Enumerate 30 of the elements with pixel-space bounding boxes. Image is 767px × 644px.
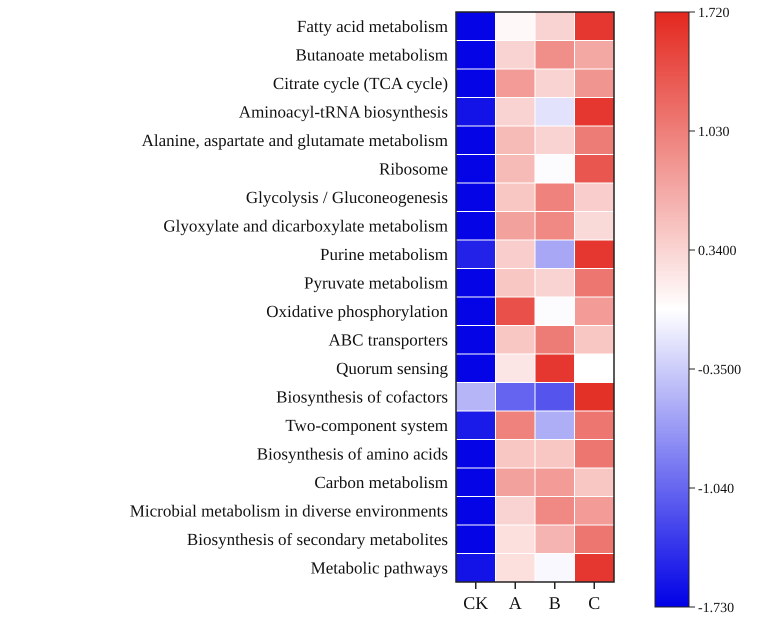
x-tick-label: C (588, 593, 600, 613)
color-bar-label: -1.730 (698, 600, 734, 616)
y-tick-label: Metabolic pathways (310, 558, 448, 578)
y-tick-label: Biosynthesis of cofactors (276, 388, 448, 407)
y-tick-label: Aminoacyl-tRNA biosynthesis (238, 102, 448, 122)
y-tick-label: Butanoate metabolism (296, 46, 448, 65)
y-tick-label: Ribosome (379, 160, 448, 179)
y-tick-label: Glycolysis / Gluconeogenesis (246, 188, 448, 208)
y-tick-label: ABC transporters (328, 330, 448, 350)
y-tick-label: Quorum sensing (336, 359, 448, 378)
y-tick-label: Biosynthesis of amino acids (256, 444, 448, 464)
x-tick-label: CK (463, 593, 488, 613)
color-bar-label: 0.3400 (698, 244, 736, 259)
x-tick-label: B (548, 593, 561, 613)
color-bar-label: -1.040 (698, 482, 734, 497)
y-tick-label: Alanine, aspartate and glutamate metabolism (142, 131, 448, 150)
x-tick-label: A (508, 593, 522, 613)
color-bar-label: 1.720 (698, 6, 730, 21)
y-tick-label: Pyruvate metabolism (304, 274, 448, 293)
y-tick-label: Biosynthesis of secondary metabolites (186, 530, 448, 550)
y-tick-label: Glyoxylate and dicarboxylate metabolism (163, 216, 448, 236)
y-tick-label: Citrate cycle (TCA cycle) (272, 74, 448, 94)
y-tick-label: Oxidative phosphorylation (266, 302, 448, 322)
y-tick-label: Carbon metabolism (314, 473, 448, 492)
color-bar-label: 1.030 (698, 124, 730, 140)
y-tick-label: Purine metabolism (320, 245, 448, 264)
y-tick-label: Microbial metabolism in diverse environments (130, 502, 448, 521)
y-tick-label: Fatty acid metabolism (296, 17, 448, 36)
y-tick-label: Two-component system (285, 416, 448, 436)
color-bar-label: -0.3500 (698, 362, 742, 378)
